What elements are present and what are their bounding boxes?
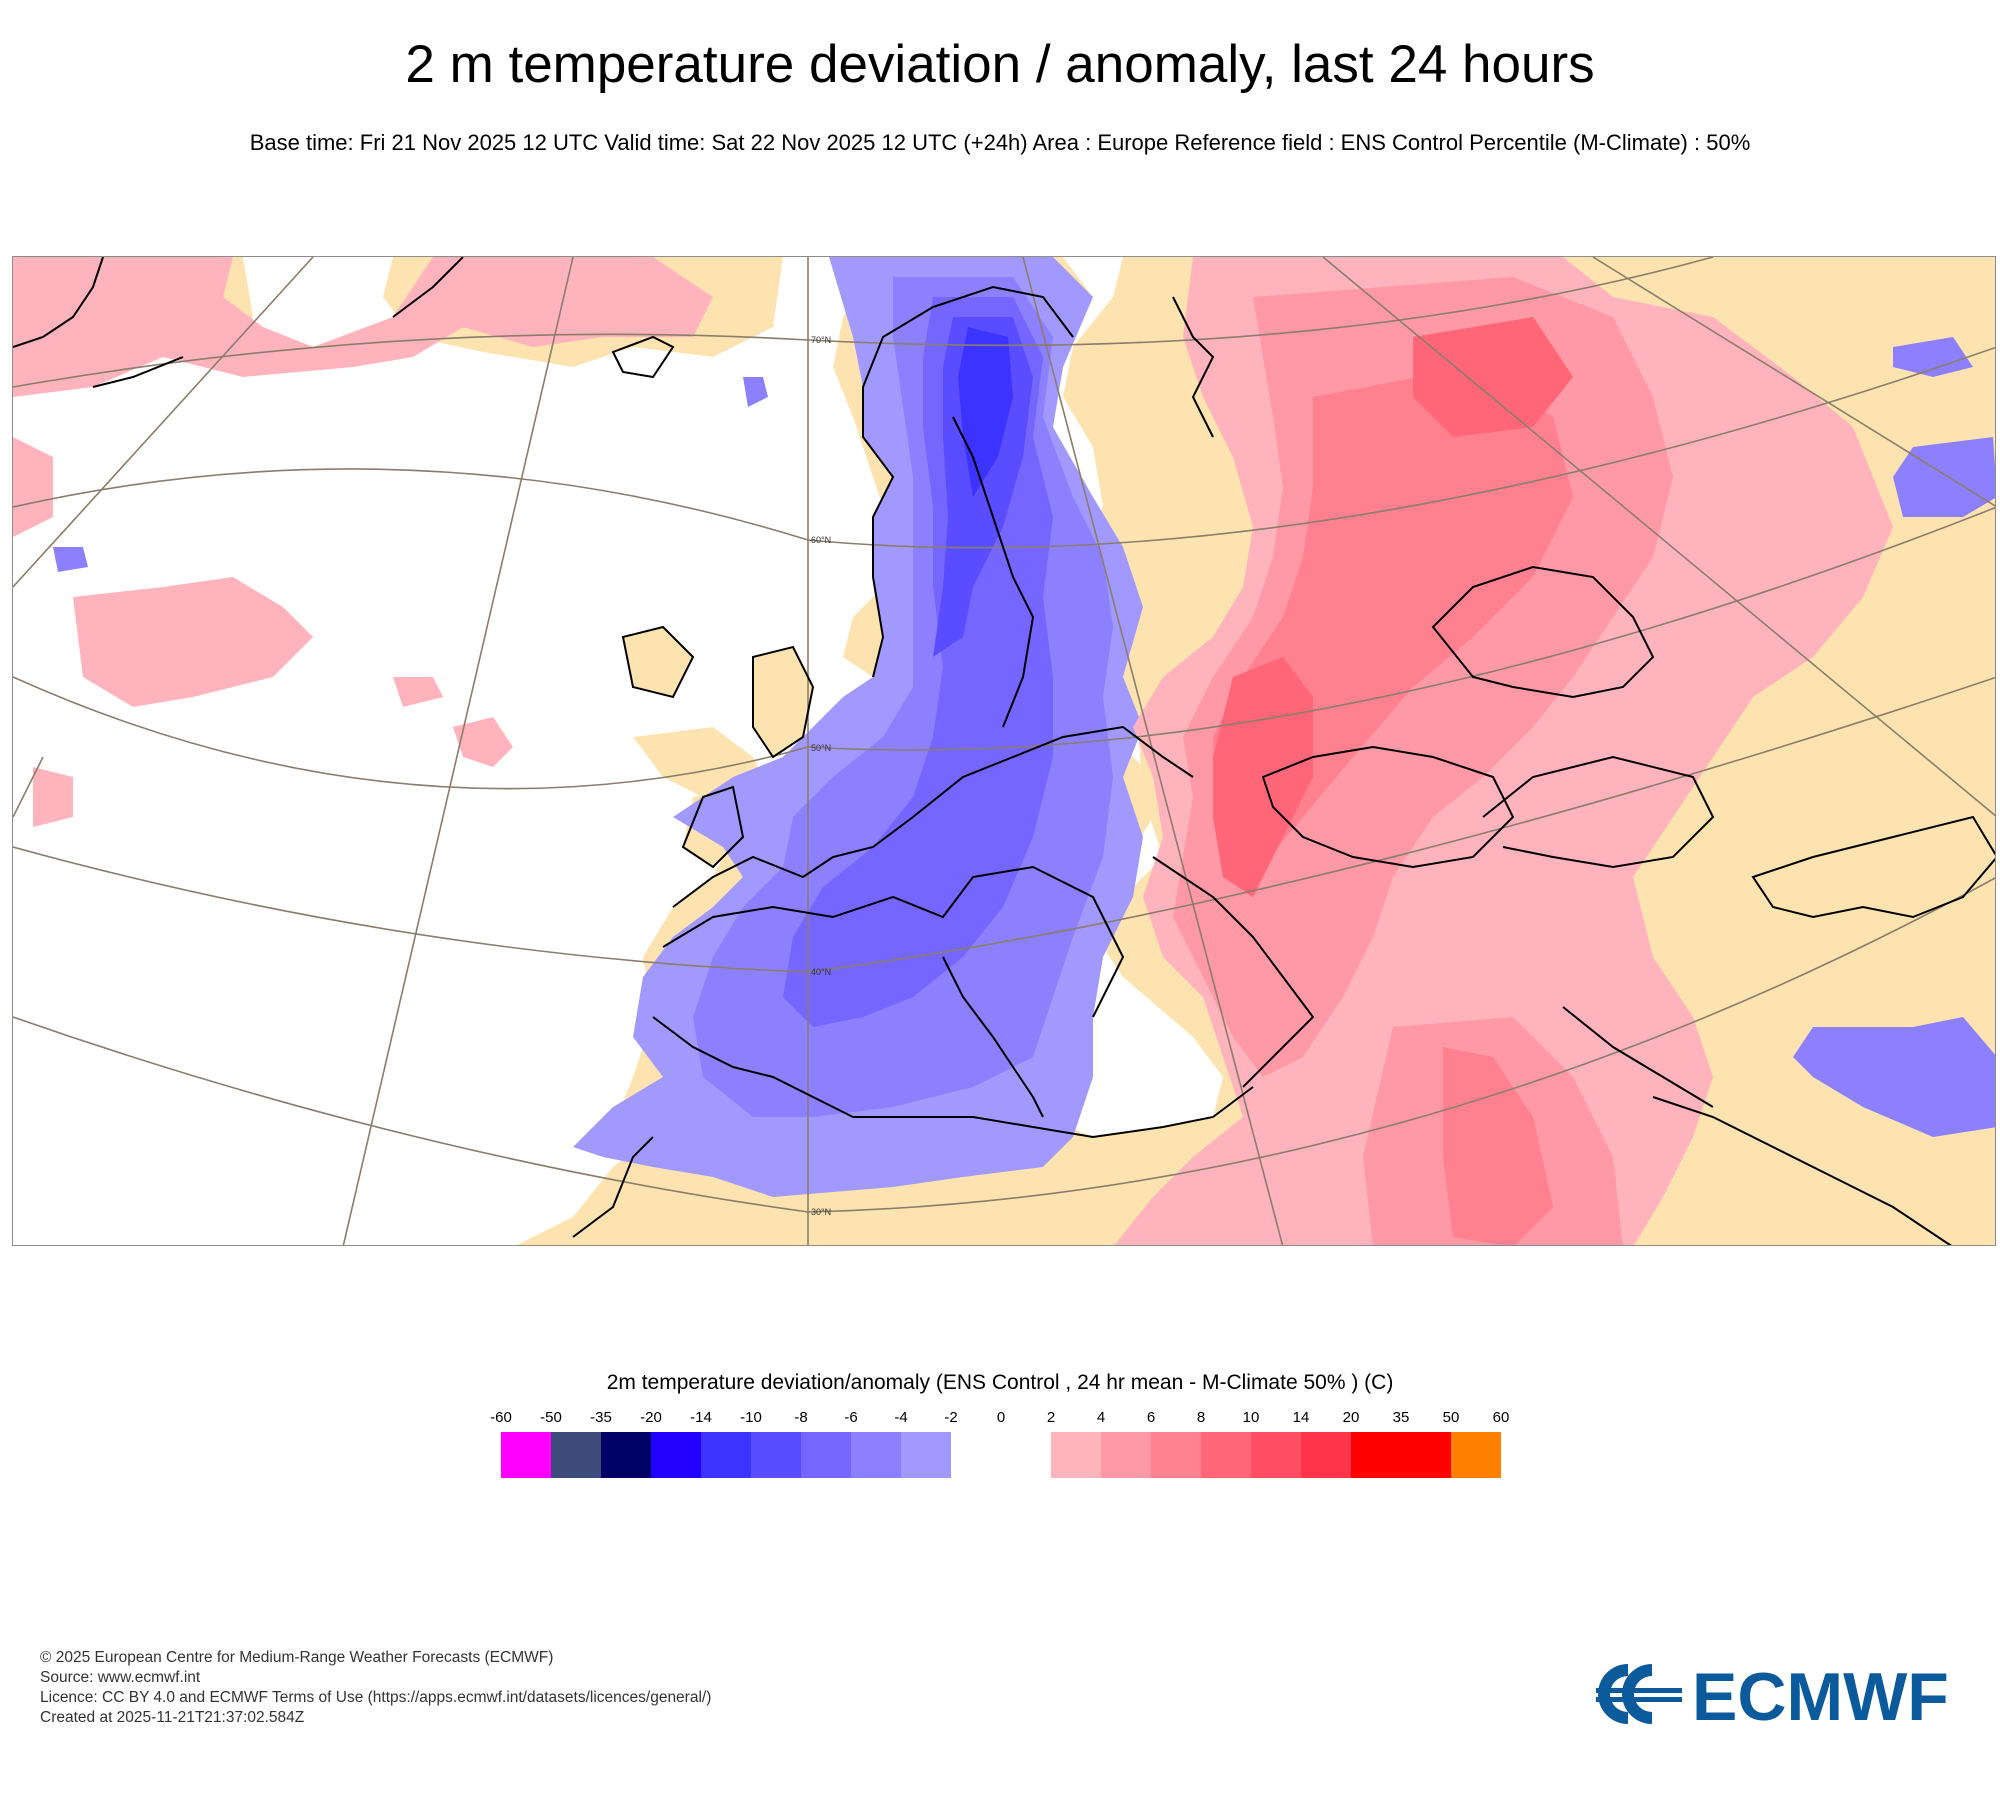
cold-anomaly-fill <box>53 257 1995 1197</box>
legend-swatch-10 <box>1001 1432 1051 1478</box>
legend-swatch-9 <box>951 1432 1001 1478</box>
ecmwf-logo-text: ECMWF <box>1692 1659 1949 1730</box>
legend-swatch-7 <box>851 1432 901 1478</box>
legend-tick-12: 4 <box>1096 1409 1106 1426</box>
legend-tick-14: 8 <box>1196 1409 1206 1426</box>
footer-credits: © 2025 European Centre for Medium-Range … <box>40 1648 711 1728</box>
legend-swatch-16 <box>1301 1432 1351 1478</box>
legend-swatch-0 <box>501 1432 551 1478</box>
latitude-labels: 70°N 60°N 50°N 40°N 30°N <box>811 335 831 1217</box>
legend-tick-20: 60 <box>1492 1409 1510 1426</box>
legend-tick-7: -6 <box>844 1409 858 1426</box>
lat-label-70: 70°N <box>811 335 831 345</box>
ecmwf-logo-mark: ECMWF <box>1596 1659 1949 1735</box>
legend-tick-9: -2 <box>944 1409 958 1426</box>
legend-swatch-3 <box>651 1432 701 1478</box>
map-canvas: 70°N 60°N 50°N 40°N 30°N <box>13 257 1995 1245</box>
ecmwf-logo: ECMWF <box>1592 1658 1972 1735</box>
legend-swatch-18 <box>1401 1432 1451 1478</box>
lat-label-60: 60°N <box>811 535 831 545</box>
legend-tick-0: -60 <box>490 1409 512 1426</box>
source-line: Source: www.ecmwf.int <box>40 1669 201 1686</box>
legend-tick-4: -14 <box>690 1409 712 1426</box>
legend-swatch-6 <box>801 1432 851 1478</box>
legend-swatch-14 <box>1201 1432 1251 1478</box>
legend-tick-6: -8 <box>794 1409 808 1426</box>
legend-tick-1: -50 <box>540 1409 562 1426</box>
legend-title: 2m temperature deviation/anomaly (ENS Co… <box>606 1371 1394 1394</box>
lat-label-50: 50°N <box>811 743 831 753</box>
legend-swatch-4 <box>701 1432 751 1478</box>
chart-title: 2 m temperature deviation / anomaly, las… <box>405 35 1595 94</box>
legend-tick-17: 20 <box>1342 1409 1360 1426</box>
legend-tick-11: 2 <box>1046 1409 1056 1426</box>
created-line: Created at 2025-11-21T21:37:02.584Z <box>40 1709 305 1726</box>
lat-label-40: 40°N <box>811 967 831 977</box>
chart-subtitle: Base time: Fri 21 Nov 2025 12 UTC Valid … <box>249 130 1751 155</box>
legend-swatch-12 <box>1101 1432 1151 1478</box>
legend-swatch-13 <box>1151 1432 1201 1478</box>
legend-tick-15: 10 <box>1242 1409 1260 1426</box>
legend-swatch-17 <box>1351 1432 1401 1478</box>
legend-tick-18: 35 <box>1392 1409 1410 1426</box>
legend-tick-10: 0 <box>996 1409 1006 1426</box>
legend-tick-labels: -60 -50 -35 -20 -14 -10 -8 -6 -4 -2 0 2 4 6 8 10 14 20 35 5… <box>0 1408 2000 1428</box>
legend-tick-5: -10 <box>740 1409 762 1426</box>
legend-swatch-19 <box>1451 1432 1501 1478</box>
legend-swatch-5 <box>751 1432 801 1478</box>
legend-tick-8: -4 <box>894 1409 908 1426</box>
legend-swatch-1 <box>551 1432 601 1478</box>
lat-label-30: 30°N <box>811 1207 831 1217</box>
legend-swatch-2 <box>601 1432 651 1478</box>
coastlines <box>13 257 1995 1245</box>
legend-swatch-11 <box>1051 1432 1101 1478</box>
legend-colour-bar <box>0 1432 2000 1478</box>
legend-swatch-15 <box>1251 1432 1301 1478</box>
copyright-line: © 2025 European Centre for Medium-Range … <box>40 1649 554 1666</box>
legend-tick-13: 6 <box>1146 1409 1156 1426</box>
legend-tick-3: -20 <box>640 1409 662 1426</box>
legend-tick-19: 50 <box>1442 1409 1460 1426</box>
legend-swatch-8 <box>901 1432 951 1478</box>
legend-tick-16: 14 <box>1292 1409 1310 1426</box>
legend-tick-2: -35 <box>590 1409 612 1426</box>
anomaly-map: 70°N 60°N 50°N 40°N 30°N <box>12 256 1996 1246</box>
graticule <box>13 257 1995 1245</box>
licence-line: Licence: CC BY 4.0 and ECMWF Terms of Us… <box>40 1689 712 1706</box>
